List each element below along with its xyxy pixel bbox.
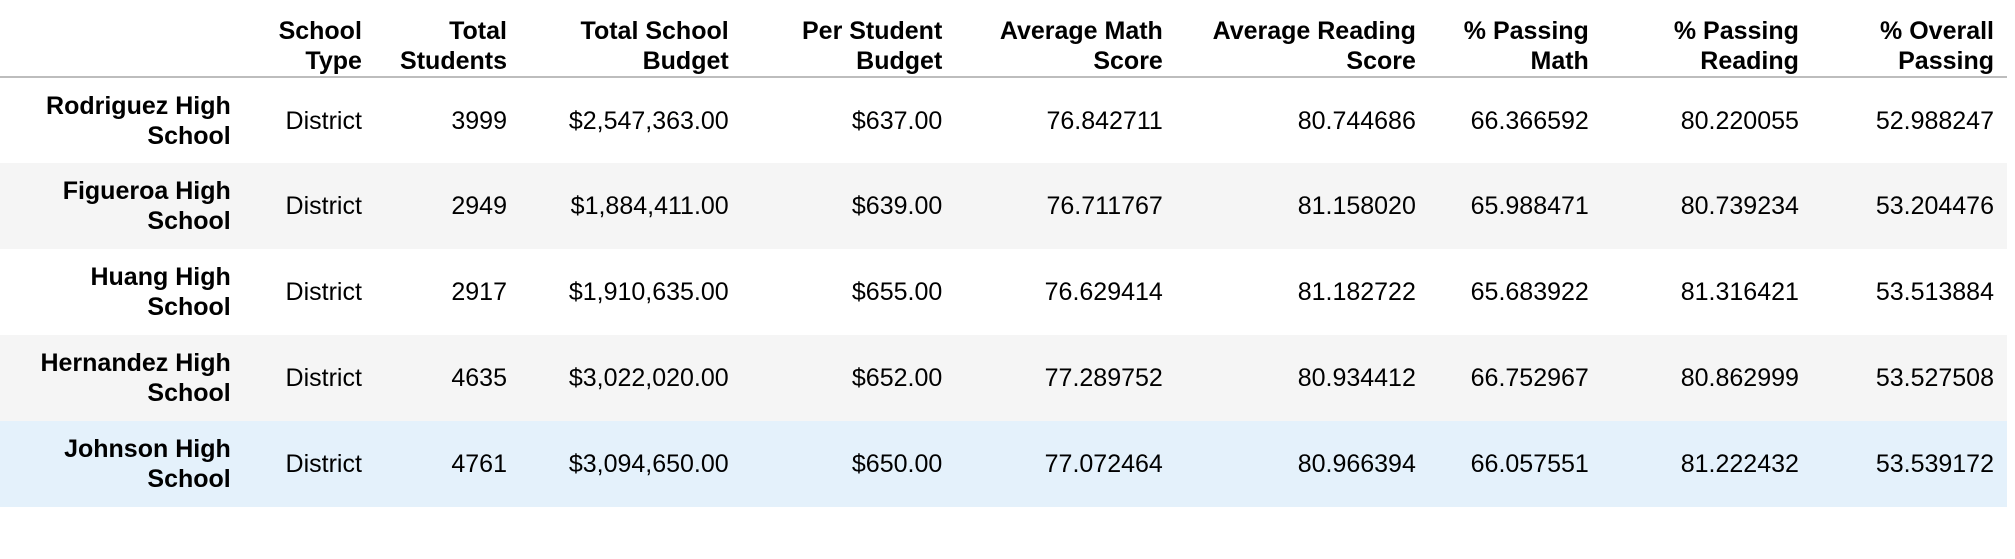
per-student-budget-cell: $650.00 [851, 450, 943, 478]
school-name-cell: Rodriguez High School [46, 91, 231, 150]
avg-math-cell: 76.711767 [1046, 192, 1163, 220]
avg-reading-cell: 80.744686 [1297, 106, 1416, 135]
table-row: Johnson High School District 4761 $3,094… [0, 421, 2007, 507]
dataframe-table: School Type Total Students Total School … [0, 0, 2007, 507]
table-row: Figueroa High School District 2949 $1,88… [0, 163, 2007, 249]
total-budget-cell: $3,094,650.00 [568, 450, 729, 478]
pct-overall-cell: 53.527508 [1875, 364, 1994, 392]
avg-math-cell: 76.842711 [1046, 106, 1163, 135]
pct-overall-passing-header: % Overall Passing [1811, 0, 2007, 78]
total-students-cell: 4761 [451, 450, 507, 478]
total-students-cell: 4635 [451, 364, 507, 392]
school-name-cell: Huang High School [90, 263, 231, 321]
avg-math-cell: 77.289752 [1044, 364, 1163, 392]
pct-math-cell: 66.752967 [1470, 364, 1589, 392]
pct-reading-cell: 80.862999 [1680, 364, 1799, 392]
pct-math-cell: 66.057551 [1470, 450, 1589, 478]
per-student-budget-cell: $655.00 [851, 278, 943, 306]
per-student-budget-cell: $637.00 [851, 106, 943, 135]
pct-passing-reading-header: % Passing Reading [1601, 0, 1812, 78]
total-school-budget-header: Total School Budget [520, 0, 742, 78]
pct-reading-cell: 81.316421 [1680, 278, 1799, 306]
pct-overall-cell: 53.539172 [1875, 450, 1994, 478]
avg-reading-cell: 81.182722 [1297, 278, 1416, 306]
total-budget-cell: $1,884,411.00 [570, 192, 729, 220]
total-students-cell: 2949 [451, 192, 507, 220]
total-budget-cell: $1,910,635.00 [568, 278, 729, 306]
pct-reading-cell: 81.222432 [1680, 450, 1799, 478]
school-type-cell: District [285, 278, 362, 306]
table-row: Hernandez High School District 4635 $3,0… [0, 335, 2007, 421]
total-students-cell: 3999 [451, 106, 507, 135]
avg-reading-cell: 81.158020 [1297, 192, 1416, 220]
per-student-budget-cell: $652.00 [851, 364, 943, 392]
avg-math-cell: 76.629414 [1044, 278, 1163, 306]
pct-math-cell: 66.366592 [1470, 106, 1589, 135]
school-type-cell: District [285, 192, 362, 220]
total-students-header: Total Students [374, 0, 520, 78]
avg-reading-cell: 80.966394 [1297, 450, 1416, 478]
average-math-score-header: Average Math Score [955, 0, 1176, 78]
school-type-cell: District [285, 450, 362, 478]
school-type-cell: District [285, 364, 362, 392]
pct-math-cell: 65.683922 [1470, 278, 1589, 306]
school-name-cell: Figueroa High School [62, 177, 231, 235]
school-type-header: School Type [243, 0, 375, 78]
average-reading-score-header: Average Reading Score [1175, 0, 1429, 78]
table-row: Rodriguez High School District 3999 $2,5… [0, 77, 2007, 163]
school-name-cell: Hernandez High School [40, 349, 231, 407]
header-row: School Type Total Students Total School … [0, 0, 2007, 78]
pct-overall-cell: 53.204476 [1875, 192, 1994, 220]
table-body: Rodriguez High School District 3999 $2,5… [0, 77, 2007, 507]
avg-reading-cell: 80.934412 [1297, 364, 1416, 392]
pct-reading-cell: 80.739234 [1680, 192, 1799, 220]
pct-math-cell: 65.988471 [1470, 192, 1589, 220]
per-student-budget-cell: $639.00 [851, 192, 943, 220]
table-header: School Type Total Students Total School … [0, 0, 2007, 78]
table-row: Huang High School District 2917 $1,910,6… [0, 249, 2007, 335]
index-header [0, 0, 244, 78]
pct-overall-cell: 53.513884 [1875, 278, 1994, 306]
pct-overall-cell: 52.988247 [1875, 106, 1994, 135]
pct-passing-math-header: % Passing Math [1428, 0, 1602, 78]
per-student-budget-header: Per Student Budget [741, 0, 956, 78]
total-budget-cell: $3,022,020.00 [568, 364, 729, 392]
pct-reading-cell: 80.220055 [1680, 106, 1799, 135]
total-students-cell: 2917 [451, 278, 507, 306]
school-name-cell: Johnson High School [64, 435, 231, 493]
total-budget-cell: $2,547,363.00 [568, 106, 729, 135]
avg-math-cell: 77.072464 [1044, 450, 1163, 478]
school-type-cell: District [285, 106, 362, 135]
